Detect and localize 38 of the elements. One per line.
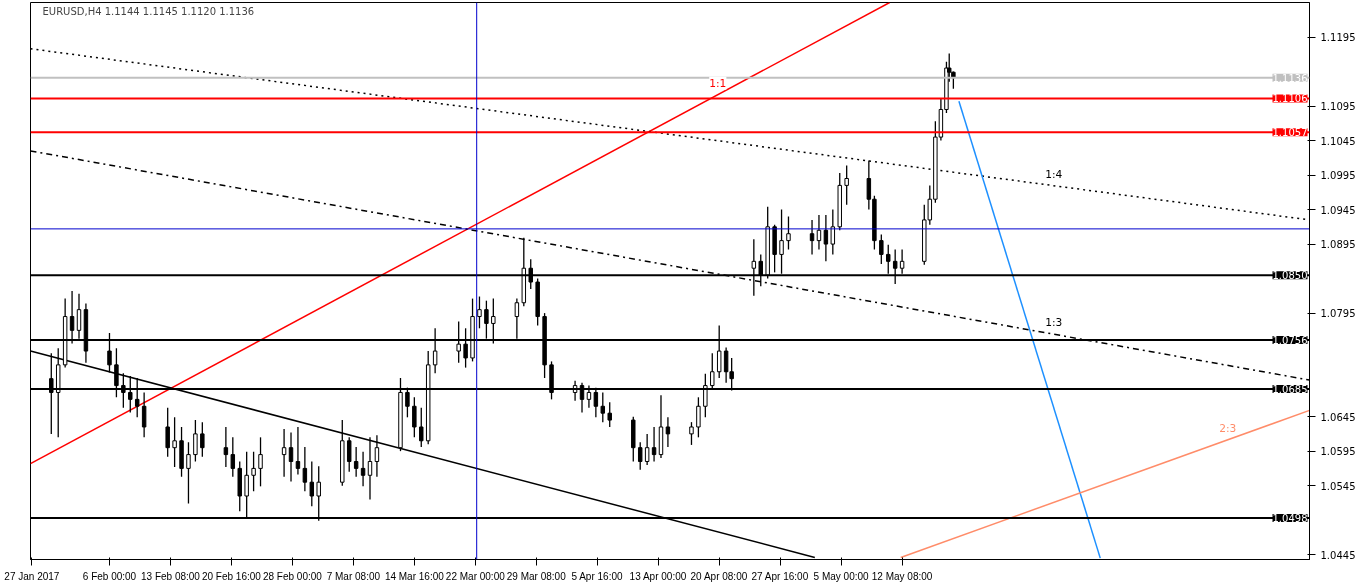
y-tick-label: 1.1195: [1320, 32, 1356, 44]
x-tick-label: 28 Feb 00:00: [262, 570, 323, 582]
y-tick-label: 1.0545: [1320, 480, 1356, 492]
x-tick-label: 20 Feb 16:00: [201, 570, 262, 582]
x-tick-label: 5 May 00:00: [813, 570, 870, 582]
series-label: 1:1: [709, 76, 727, 90]
ref-line-label: 1.1057: [1272, 127, 1308, 139]
series-label: 1:4: [1045, 167, 1063, 181]
ref-line-label: 1.0685: [1272, 384, 1308, 396]
x-tick-label: 29 Mar 08:00: [506, 570, 567, 582]
x-tick-label: 12 May 08:00: [871, 570, 933, 582]
x-tick-label: 14 Mar 16:00: [384, 570, 445, 582]
y-tick-label: 1.0995: [1320, 170, 1356, 182]
x-tick-label: 5 Apr 16:00: [571, 570, 623, 582]
y-tick-label: 1.0645: [1320, 411, 1356, 423]
ref-line-label: 1.0498: [1272, 513, 1308, 525]
y-tick-label: 1.0595: [1320, 446, 1356, 458]
y-tick-label: 1.0795: [1320, 308, 1356, 320]
series-label: 2:3: [1219, 421, 1237, 435]
x-tick-label: 13 Apr 00:00: [629, 570, 687, 582]
y-tick-label: 1.1095: [1320, 101, 1356, 113]
y-tick-label: 1.0445: [1320, 549, 1356, 561]
y-tick-label: 1.0945: [1320, 204, 1356, 216]
chart-title: EURUSD,H4 1.1144 1.1145 1.1120 1.1136: [42, 5, 255, 17]
series-label: 1:3: [1045, 316, 1063, 330]
x-tick-label: 6 Feb 00:00: [82, 570, 137, 582]
ref-line-label: 1.1136: [1272, 72, 1308, 84]
x-tick-label: 20 Apr 08:00: [690, 570, 748, 582]
ref-line-label: 1.1106: [1272, 93, 1308, 105]
x-tick-label: 7 Mar 08:00: [326, 570, 381, 582]
ref-line-label: 1.0850: [1272, 270, 1308, 282]
y-tick-label: 1.1045: [1320, 135, 1356, 147]
x-tick-label: 22 Mar 00:00: [445, 570, 506, 582]
x-tick-label: 27 Apr 16:00: [751, 570, 809, 582]
ref-line-label: 1.0756: [1272, 335, 1308, 347]
x-tick-label: 13 Feb 08:00: [140, 570, 201, 582]
x-tick-label: 27 Jan 2017: [4, 570, 60, 582]
y-tick-label: 1.0895: [1320, 239, 1356, 251]
